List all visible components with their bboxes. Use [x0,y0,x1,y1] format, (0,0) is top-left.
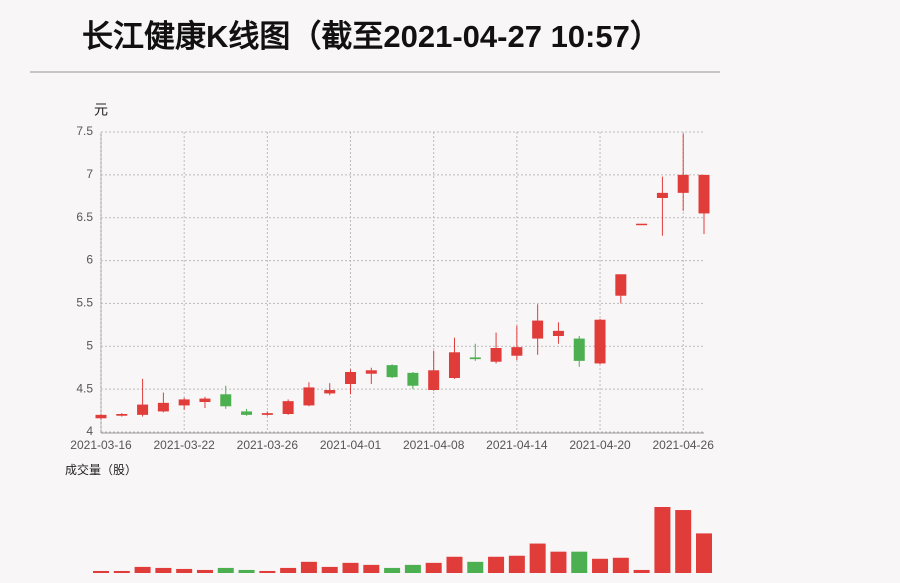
candle-body [656,192,668,198]
candle-body [199,398,211,402]
y-tick-label: 5 [86,338,93,352]
candle-body [95,414,107,419]
candle-body [137,404,149,415]
volume-bar [300,561,317,573]
x-tick-label: 2021-04-20 [569,438,631,452]
volume-bar [384,567,401,573]
candle-body [677,174,689,193]
volume-bar [217,567,234,573]
candle-body [386,365,398,378]
candle-body [365,370,377,374]
volume-bar [508,555,525,573]
x-tick-label: 2021-04-14 [486,438,548,452]
volume-bar [675,510,692,573]
candle-body [178,399,190,406]
x-tick-label: 2021-03-26 [237,438,299,452]
volume-bar [93,570,109,573]
volume-bar [696,533,712,573]
candle-body [615,274,627,296]
volume-bar [134,566,151,573]
candle-body [303,387,315,406]
volume-bar [467,561,484,573]
candle-body [573,338,585,361]
candle-body [448,352,460,378]
volume-bar [259,570,276,573]
volume-bar [633,569,650,573]
candle-body [407,372,419,386]
volume-bar [321,566,338,573]
y-tick-label: 4.5 [76,381,93,395]
candle-body [220,394,232,407]
candle-body [532,320,544,339]
y-tick-label: 5.5 [76,296,93,310]
volume-bar [404,564,421,573]
chart-title: 长江健康K线图（截至2021-04-27 10:57） [82,19,661,54]
y-axis-label: 元 [94,102,108,118]
candle-body [345,372,357,384]
y-tick-label: 7 [86,167,93,181]
candle-body [282,401,294,414]
volume-bar [488,556,505,573]
x-tick-label: 2021-04-26 [653,438,715,452]
volume-bar [571,551,588,573]
candle-body [552,330,564,336]
volume-bar [155,567,172,573]
volume-bar [196,569,213,573]
y-tick-label: 7.5 [76,124,93,138]
x-tick-label: 2021-04-01 [320,438,382,452]
candle-body [490,348,502,362]
volume-bar [550,551,567,573]
volume-bar [612,557,629,573]
candle-body [324,390,336,394]
candle-body [241,411,253,415]
volume-bar [529,543,546,573]
volume-bar [654,507,671,573]
x-tick-label: 2021-03-16 [70,438,132,452]
candle-body [698,174,710,214]
y-tick-label: 4 [86,424,93,438]
candle-body [469,357,481,360]
x-tick-label: 2021-04-08 [403,438,465,452]
volume-bar [176,568,193,573]
volume-bar [592,558,609,573]
candle-body [636,223,648,226]
candle-body [594,319,606,364]
y-tick-label: 6 [86,253,93,267]
volume-bar [446,556,463,573]
volume-bar [363,564,380,573]
volume-bar [342,562,359,573]
y-tick-label: 6.5 [76,210,93,224]
volume-bar [280,567,297,573]
volume-bar [113,570,130,573]
candle-body [157,402,169,412]
volume-bar [425,562,442,573]
volume-bar [238,569,255,573]
candle-body [116,414,128,416]
volume-label: 成交量（股） [65,462,137,477]
candle-body [511,347,523,356]
candle-body [428,370,440,390]
candle-body [261,413,273,415]
x-tick-label: 2021-03-22 [153,438,215,452]
